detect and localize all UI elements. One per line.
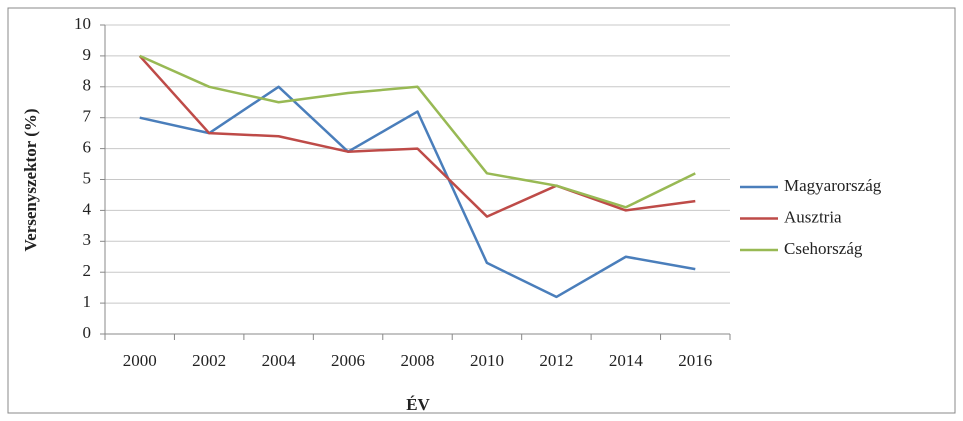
y-tick-label: 5 [83, 168, 92, 187]
legend-label: Ausztria [784, 207, 842, 226]
series-line [138, 55, 696, 218]
y-tick-label: 4 [83, 199, 92, 218]
y-tick-label: 7 [83, 107, 92, 126]
x-axis-label: ÉV [406, 395, 430, 414]
y-axis-label: Versenyszektor (%) [21, 108, 40, 251]
y-tick-label: 6 [83, 138, 92, 157]
legend-label: Csehország [784, 239, 863, 258]
series-line [139, 85, 696, 299]
y-tick-label: 3 [83, 230, 92, 249]
series-line [139, 54, 696, 209]
x-tick-label: 2016 [678, 351, 712, 370]
y-tick-label: 0 [83, 323, 92, 342]
y-tick-label: 10 [74, 14, 91, 33]
x-tick-label: 2004 [262, 351, 297, 370]
frame [7, 7, 956, 414]
x-tick-label: 2002 [192, 351, 226, 370]
y-tick-label: 2 [83, 261, 92, 280]
x-tick-label: 2008 [401, 351, 435, 370]
x-tick-label: 2006 [331, 351, 365, 370]
x-tick-label: 2012 [539, 351, 573, 370]
x-tick-label: 2014 [609, 351, 644, 370]
x-tick-label: 2010 [470, 351, 504, 370]
x-tick-label: 2000 [123, 351, 157, 370]
y-tick-label: 1 [83, 292, 92, 311]
y-tick-label: 9 [83, 45, 92, 64]
y-tick-label: 8 [83, 76, 92, 95]
legend-label: Magyarország [784, 176, 882, 195]
